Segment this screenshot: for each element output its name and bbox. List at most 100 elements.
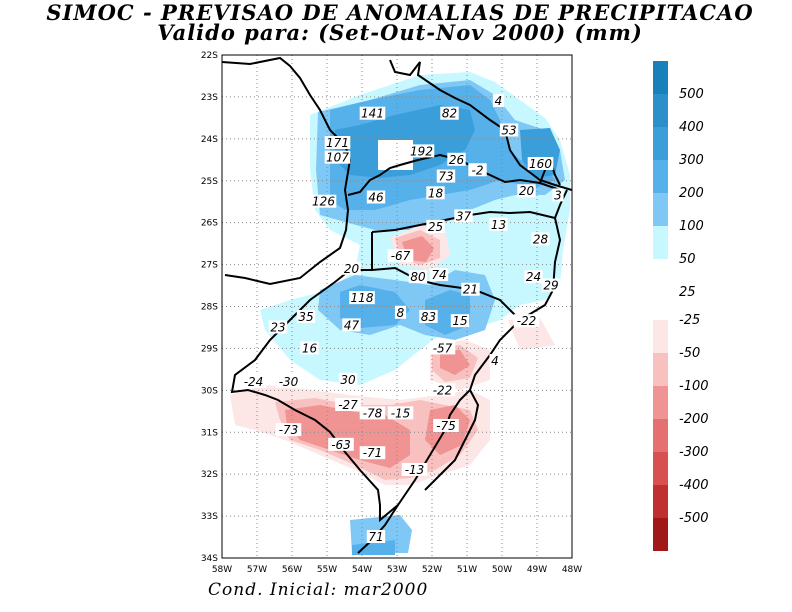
contour-value: 171 — [326, 136, 349, 150]
colorbar-label-positive: 50 — [679, 252, 696, 267]
contour-value: -27 — [338, 398, 358, 412]
contour-value-bg — [359, 446, 386, 460]
shade-neg-100-c — [440, 350, 470, 375]
contour-value: -22 — [433, 383, 453, 397]
contour-value-bg — [338, 372, 358, 386]
colorbar-swatch-negative — [653, 518, 668, 551]
lat-tick-label: 28S — [201, 303, 218, 313]
contour-value-bg — [531, 232, 550, 246]
contour-value-bg — [499, 123, 519, 137]
title-line-2: Valido para: (Set-Out-Nov 2000) (mm) — [157, 20, 643, 45]
contour-value-bg — [335, 398, 361, 412]
lat-tick-label: 25S — [201, 177, 218, 187]
contour-value-bg — [454, 209, 473, 223]
contour-value-bg — [296, 309, 316, 323]
contour-value: -67 — [391, 249, 411, 263]
lat-tick-label: 32S — [201, 470, 218, 480]
lon-tick-label: 52W — [422, 565, 442, 575]
colorbar-swatch-positive — [653, 193, 668, 226]
contour-value: 192 — [410, 144, 433, 158]
contour-value-bg — [426, 186, 445, 200]
colorbar-swatch-positive — [653, 226, 668, 259]
contour-value-bg — [366, 190, 386, 204]
contour-value-bg — [524, 270, 543, 284]
contour-value-bg — [366, 530, 386, 544]
lon-tick-label: 49W — [527, 565, 547, 575]
contour-value-bg — [429, 383, 456, 397]
contour-value: -13 — [405, 463, 425, 477]
contour-value-bg — [310, 194, 337, 208]
contour-value: 18 — [428, 186, 444, 200]
contour-value-bg — [300, 341, 319, 355]
lon-tick-label: 56W — [282, 565, 302, 575]
contour-value-bg — [429, 341, 456, 355]
contour-value: -78 — [363, 406, 383, 420]
contour-value: 118 — [351, 291, 374, 305]
contour-value: 53 — [501, 123, 516, 137]
contour-value: 160 — [529, 157, 552, 171]
colorbar-label-negative: -200 — [679, 412, 709, 427]
contour-value: 126 — [312, 195, 335, 209]
contour-value-bg — [517, 184, 536, 198]
axis-labels: 22S23S24S25S26S27S28S29S30S31S32S33S34S5… — [201, 51, 582, 575]
colorbar: 500 400 300 200 100 50 25 -25 -50 -100 -200 -300 -40… — [653, 61, 709, 551]
contour-value: 83 — [421, 310, 436, 324]
contour-value: 37 — [456, 209, 472, 223]
colorbar-swatch-positive — [653, 94, 668, 127]
contour-value: 25 — [428, 220, 443, 234]
lon-tick-label: 55W — [317, 565, 337, 575]
colorbar-label-positive: 100 — [679, 219, 704, 234]
colorbar-label-positive: 25 — [679, 285, 696, 300]
contour-value-bg — [552, 188, 564, 202]
contour-value: 73 — [438, 170, 453, 184]
lat-tick-label: 31S — [201, 428, 218, 438]
lagoa — [424, 389, 480, 491]
border-parana — [347, 153, 561, 196]
colorbar-swatch-positive — [653, 61, 668, 94]
colorbar-label-positive: 200 — [679, 186, 704, 201]
contour-value-bg — [419, 309, 438, 323]
contour-value-bg — [275, 423, 302, 437]
contour-value: 3 — [554, 188, 562, 202]
contour-value-bg — [461, 282, 480, 296]
contour-value: 80 — [410, 270, 426, 284]
contour-value-bg — [324, 150, 351, 164]
contour-value-bg — [450, 314, 470, 328]
contour-value-bg — [349, 291, 375, 305]
lat-tick-label: 29S — [201, 344, 218, 354]
contour-value: 20 — [344, 262, 360, 276]
lon-tick-label: 51W — [457, 565, 477, 575]
shade-hole-1 — [378, 140, 413, 170]
contour-value-bg — [328, 437, 354, 451]
contour-value-bg — [527, 156, 554, 170]
colorbar-label-negative: -500 — [679, 511, 709, 526]
contour-value-bg — [359, 406, 386, 420]
lat-tick-label: 23S — [201, 93, 218, 103]
contour-value: 107 — [326, 151, 349, 165]
contour-value: 21 — [463, 283, 478, 297]
lat-tick-label: 27S — [201, 261, 218, 271]
contour-value: 26 — [449, 153, 465, 167]
contour-value-bg — [342, 318, 361, 332]
colorbar-swatch-negative — [653, 320, 668, 353]
lon-tick-label: 48W — [562, 565, 582, 575]
colorbar-swatch-positive — [653, 160, 668, 193]
lat-tick-label: 24S — [201, 135, 218, 145]
contour-value-bg — [387, 249, 414, 263]
contour-value: -63 — [331, 438, 351, 452]
contour-value-bg — [240, 374, 267, 388]
border-rs-north — [371, 266, 521, 321]
contour-value-bg — [489, 217, 508, 231]
contour-value-bg — [268, 320, 288, 334]
contour-value: 8 — [397, 306, 405, 320]
contour-value: 71 — [368, 530, 383, 544]
colorbar-label-negative: -300 — [679, 445, 709, 460]
lon-tick-label: 57W — [247, 565, 267, 575]
lon-tick-label: 58W — [212, 565, 232, 575]
contour-value-bg — [401, 462, 428, 476]
lat-tick-label: 34S — [201, 554, 218, 564]
lon-tick-label: 50W — [492, 565, 512, 575]
contour-value: -30 — [279, 375, 299, 389]
